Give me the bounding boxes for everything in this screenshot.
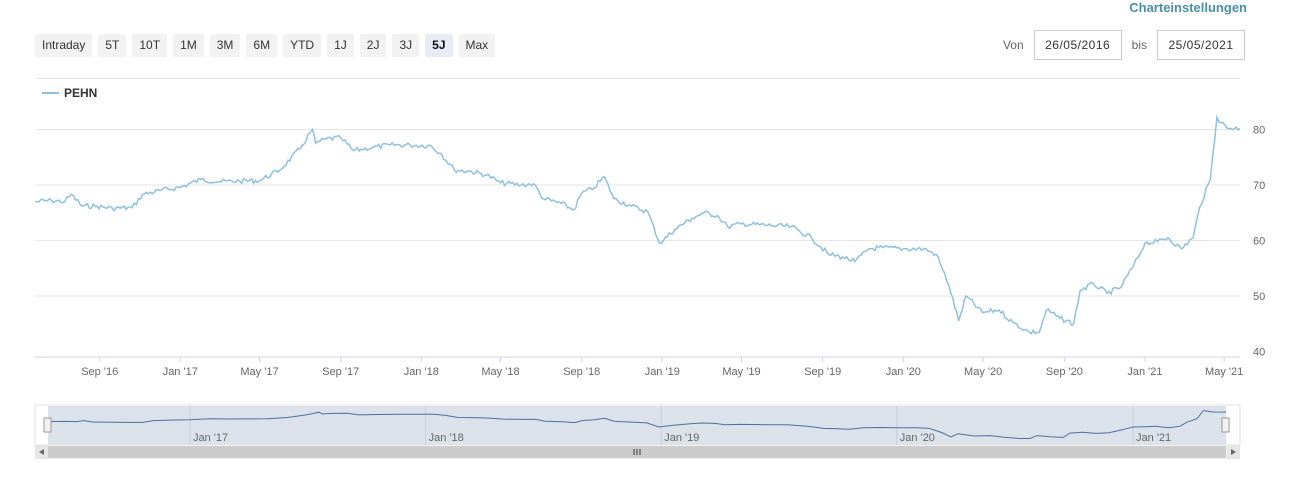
navigator-tick-label: Jan '17 bbox=[193, 432, 228, 444]
range-button-intraday[interactable]: Intraday bbox=[35, 34, 93, 57]
x-tick-label: Jan '20 bbox=[886, 366, 921, 378]
chart-settings-link[interactable]: Charteinstellungen bbox=[1129, 0, 1247, 15]
range-button-5j[interactable]: 5J bbox=[425, 34, 453, 57]
scroll-left-arrow-icon bbox=[39, 449, 44, 455]
x-tick-label: Jan '19 bbox=[645, 366, 680, 378]
range-selector: Intraday 5T 10T 1M 3M 6M YTD 1J 2J 3J 5J Max bbox=[35, 34, 496, 57]
range-button-10t[interactable]: 10T bbox=[132, 34, 168, 57]
range-button-2j[interactable]: 2J bbox=[359, 34, 387, 57]
date-range: Von bis bbox=[993, 30, 1245, 60]
scrollbar-grip-icon bbox=[633, 449, 641, 455]
range-button-5t[interactable]: 5T bbox=[98, 34, 127, 57]
x-tick-label: Sep '20 bbox=[1046, 366, 1083, 378]
x-tick-label: Sep '18 bbox=[563, 366, 600, 378]
x-tick-label: Jan '18 bbox=[404, 366, 439, 378]
x-tick-label: Jan '17 bbox=[163, 366, 198, 378]
date-from-input[interactable] bbox=[1033, 30, 1122, 60]
legend-line-icon bbox=[42, 92, 59, 94]
y-tick-label: 40 bbox=[1253, 347, 1265, 359]
range-button-1j[interactable]: 1J bbox=[327, 34, 354, 57]
x-tick-label: Sep '17 bbox=[322, 366, 359, 378]
navigator-ticks: Jan '17 Jan '18 Jan '19 Jan '20 Jan '21 bbox=[189, 406, 1171, 445]
legend-item[interactable]: PEHN bbox=[42, 86, 97, 100]
y-tick-label: 80 bbox=[1253, 125, 1265, 137]
grid-lines bbox=[35, 129, 1240, 297]
range-button-3j[interactable]: 3J bbox=[392, 34, 420, 57]
navigator-tick-label: Jan '20 bbox=[900, 432, 935, 444]
range-button-6m[interactable]: 6M bbox=[246, 34, 278, 57]
x-tick-label: Sep '16 bbox=[81, 366, 118, 378]
x-tick-label: May '21 bbox=[1205, 366, 1243, 378]
navigator-tick-label: Jan '18 bbox=[429, 432, 464, 444]
x-axis-ticks: Sep '16 Jan '17 May '17 Sep '17 Jan '18 May '… bbox=[81, 357, 1243, 378]
navigator-tick-label: Jan '21 bbox=[1136, 432, 1171, 444]
x-tick-label: Jan '21 bbox=[1127, 366, 1162, 378]
y-tick-label: 50 bbox=[1253, 291, 1265, 303]
range-button-1m[interactable]: 1M bbox=[173, 34, 204, 57]
range-button-3m[interactable]: 3M bbox=[209, 34, 241, 57]
date-from-label: Von bbox=[1002, 38, 1024, 52]
date-to-label: bis bbox=[1131, 38, 1147, 52]
scroll-right-arrow-icon bbox=[1231, 449, 1236, 455]
x-tick-label: May '19 bbox=[722, 366, 760, 378]
x-tick-label: May '20 bbox=[964, 366, 1002, 378]
navigator-left-handle[interactable] bbox=[43, 417, 52, 433]
x-tick-label: May '18 bbox=[481, 366, 519, 378]
y-axis-ticks: 40 50 60 70 80 bbox=[1253, 125, 1265, 359]
navigator-series-line bbox=[47, 410, 1227, 439]
range-button-max[interactable]: Max bbox=[458, 34, 496, 57]
range-button-ytd[interactable]: YTD bbox=[283, 34, 322, 57]
x-tick-label: Sep '19 bbox=[804, 366, 841, 378]
navigator-tick-label: Jan '19 bbox=[664, 432, 699, 444]
y-tick-label: 60 bbox=[1253, 236, 1265, 248]
x-tick-label: May '17 bbox=[240, 366, 278, 378]
y-tick-label: 70 bbox=[1253, 180, 1265, 192]
chart-top-divider bbox=[35, 78, 1240, 79]
price-series-line bbox=[34, 114, 1241, 335]
legend-label: PEHN bbox=[64, 86, 98, 100]
navigator-right-handle[interactable] bbox=[1221, 417, 1230, 433]
date-to-input[interactable] bbox=[1157, 30, 1245, 60]
